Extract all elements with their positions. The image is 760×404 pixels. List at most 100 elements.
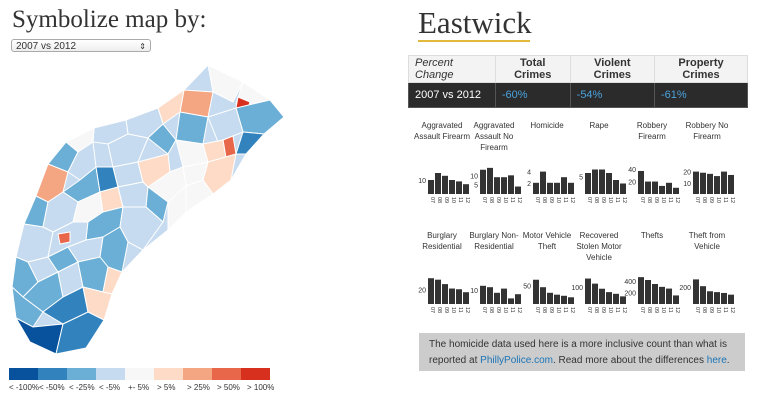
mini-chart-bar[interactable]	[568, 297, 574, 304]
district[interactable]	[55, 311, 105, 355]
map-districts[interactable]	[11, 64, 285, 355]
mini-chart-bar[interactable]	[508, 298, 514, 304]
mini-chart-bar[interactable]	[585, 278, 591, 304]
mini-chart-year: 07	[586, 307, 592, 313]
mini-chart-bar[interactable]	[659, 286, 665, 304]
period-select[interactable]: 2007 vs 2012 ⇕	[11, 39, 151, 52]
mini-chart-bar[interactable]	[620, 183, 626, 195]
mini-chart-bar[interactable]	[592, 283, 598, 304]
mini-chart-bar[interactable]	[645, 280, 651, 304]
mini-chart-year: 11	[614, 307, 620, 313]
mini-chart-bar[interactable]	[435, 279, 441, 304]
mini-chart-bar[interactable]	[449, 288, 455, 304]
mini-chart-year: 12	[729, 307, 735, 313]
mini-chart-bar[interactable]	[463, 292, 469, 304]
mini-chart-bar[interactable]	[515, 186, 521, 194]
mini-chart-bar[interactable]	[568, 182, 574, 194]
phillypolice-link[interactable]: PhillyPolice.com	[480, 355, 553, 366]
district[interactable]	[207, 64, 244, 103]
mini-chart-bar[interactable]	[456, 289, 462, 304]
mini-chart-bar[interactable]	[693, 279, 699, 304]
mini-chart-bar[interactable]	[666, 182, 672, 194]
mini-chart-bar[interactable]	[585, 173, 591, 194]
mini-chart-bar[interactable]	[533, 182, 539, 194]
mini-chart-title: Recovered Stolen Motor Vehicle	[576, 231, 622, 262]
legend-swatch	[67, 368, 96, 380]
district[interactable]	[67, 141, 97, 181]
mini-chart-bar[interactable]	[501, 288, 507, 304]
mini-chart-bar[interactable]	[652, 284, 658, 304]
mini-chart-bar[interactable]	[693, 171, 699, 194]
mini-chart-bar[interactable]	[721, 171, 727, 194]
mini-chart-bar[interactable]	[707, 173, 713, 194]
mini-chart-bar[interactable]	[613, 180, 619, 194]
mini-chart-bar[interactable]	[442, 175, 448, 194]
mini-chart-bar[interactable]	[707, 291, 713, 304]
mini-chart-bar[interactable]	[501, 177, 507, 194]
mini-chart-bar[interactable]	[508, 175, 514, 194]
neighborhood-map[interactable]	[8, 62, 290, 362]
mini-chart-bar[interactable]	[540, 171, 546, 194]
mini-chart-bar[interactable]	[435, 173, 441, 194]
mini-chart-bar[interactable]	[728, 294, 734, 304]
mini-chart-bar[interactable]	[554, 182, 560, 194]
district[interactable]	[175, 111, 209, 145]
mini-chart-bar[interactable]	[599, 169, 605, 195]
mini-chart-bar[interactable]	[515, 294, 521, 304]
mini-chart-bar[interactable]	[554, 294, 560, 304]
mini-chart-bar[interactable]	[700, 172, 706, 194]
mini-chart-bar[interactable]	[620, 296, 626, 304]
mini-chart-bar[interactable]	[652, 181, 658, 194]
mini-chart-bar[interactable]	[463, 184, 469, 194]
mini-chart-bar[interactable]	[480, 169, 486, 194]
district[interactable]	[167, 184, 187, 232]
mini-chart-bar[interactable]	[547, 292, 553, 304]
mini-chart-bar[interactable]	[547, 182, 553, 194]
mini-chart-bar[interactable]	[487, 287, 493, 304]
mini-chart-year: 11	[509, 197, 515, 203]
mini-chart-bar[interactable]	[638, 170, 644, 194]
mini-chart-bar[interactable]	[533, 279, 539, 304]
mini-chart-bar[interactable]	[659, 185, 665, 194]
mini-chart-bar[interactable]	[721, 292, 727, 304]
mini-chart-title: Burglary Residential	[422, 231, 462, 251]
district[interactable]	[235, 131, 266, 155]
mini-chart-bar[interactable]	[673, 187, 679, 194]
district[interactable]	[117, 181, 149, 208]
mini-chart-bar[interactable]	[700, 286, 706, 304]
district[interactable]	[82, 286, 113, 321]
mini-chart-bar[interactable]	[592, 169, 598, 195]
district[interactable]	[14, 316, 64, 355]
mini-chart-bar[interactable]	[561, 295, 567, 304]
legend-swatch	[9, 368, 38, 380]
mini-chart-bar[interactable]	[613, 293, 619, 304]
district[interactable]	[107, 133, 149, 168]
mini-chart-bar[interactable]	[666, 288, 672, 304]
mini-chart-bar[interactable]	[606, 292, 612, 304]
mini-chart-bar[interactable]	[714, 176, 720, 194]
mini-chart-year: 09	[495, 307, 501, 313]
mini-chart-bar[interactable]	[428, 180, 434, 194]
mini-chart-bar[interactable]	[480, 285, 486, 304]
mini-chart-bar[interactable]	[561, 177, 567, 194]
district[interactable]	[57, 231, 71, 245]
district[interactable]	[15, 223, 54, 263]
mini-chart-bar[interactable]	[673, 295, 679, 304]
mini-chart-bar[interactable]	[714, 292, 720, 304]
mini-chart-bar[interactable]	[487, 167, 493, 194]
mini-chart-bar[interactable]	[638, 277, 644, 304]
mini-chart-bar[interactable]	[728, 174, 734, 194]
mini-chart-bar[interactable]	[606, 173, 612, 194]
mini-chart-bar[interactable]	[449, 180, 455, 194]
mini-chart-bar[interactable]	[456, 181, 462, 194]
mini-chart-bar[interactable]	[540, 287, 546, 304]
read-more-link[interactable]: here	[706, 355, 727, 366]
mini-chart-bar[interactable]	[442, 284, 448, 304]
mini-chart-bar[interactable]	[494, 292, 500, 304]
mini-chart-bar[interactable]	[599, 288, 605, 304]
mini-chart-bar[interactable]	[494, 177, 500, 194]
mini-chart-bar[interactable]	[645, 181, 651, 194]
mini-chart-bar[interactable]	[428, 278, 434, 304]
mini-chart-year: 09	[443, 197, 449, 203]
